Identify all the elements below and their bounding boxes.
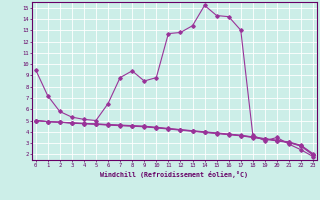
X-axis label: Windchill (Refroidissement éolien,°C): Windchill (Refroidissement éolien,°C) bbox=[100, 171, 248, 178]
